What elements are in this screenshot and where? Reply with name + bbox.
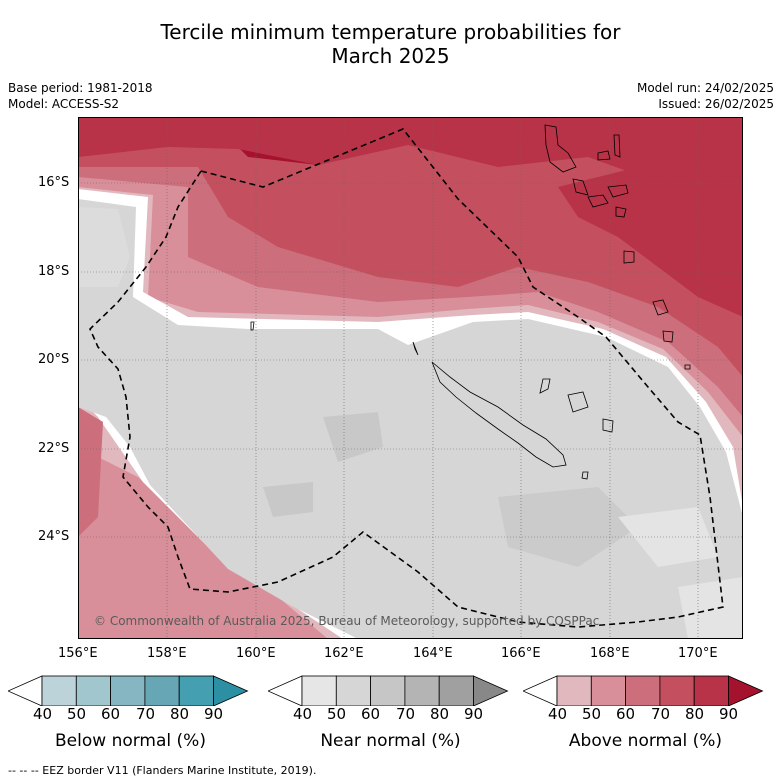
colorbar-below-normal: [8, 675, 249, 706]
lat-tick-20s: 20°S: [38, 352, 70, 367]
above-tick-60: 60: [616, 705, 636, 723]
colorbar-segment: [370, 675, 406, 706]
pentecost-island: [613, 134, 621, 158]
eez-footnote: -- -- -- EEZ border V11 (Flanders Marine…: [8, 764, 317, 777]
below-tick-90: 90: [204, 705, 224, 723]
colorbar-segment: [41, 675, 77, 706]
colorbar-above-normal: [523, 675, 764, 706]
below-tick-70: 70: [136, 705, 156, 723]
lat-tick-16s: 16°S: [38, 175, 70, 190]
ouvea-island: [539, 378, 551, 394]
near-tick-80: 80: [430, 705, 450, 723]
colorbar-extend-high: [473, 675, 509, 706]
espiritu-santo-island: [544, 124, 577, 173]
above-tick-70: 70: [651, 705, 671, 723]
near-normal-60-patch: [323, 412, 383, 462]
lon-tick-156e: 156°E: [58, 646, 98, 661]
erromango-island: [652, 299, 669, 316]
colorbar-segment: [110, 675, 146, 706]
isle-of-pines: [581, 471, 589, 480]
model-run-label: Model run: 24/02/2025: [636, 81, 774, 95]
near-tick-90: 90: [464, 705, 484, 723]
colorbar-extend-low: [268, 675, 303, 706]
lon-tick-168e: 168°E: [590, 646, 630, 661]
colorbar-segment: [438, 675, 474, 706]
efate-island: [623, 250, 635, 264]
lat-tick-24s: 24°S: [38, 529, 70, 544]
colorbar-extend-high: [213, 675, 249, 706]
lifou-island: [567, 391, 589, 413]
lat-tick-18s: 18°S: [38, 264, 70, 279]
near-normal-label: Near normal (%): [320, 731, 461, 751]
near-normal-40-patch-2: [618, 507, 718, 567]
maewo-island: [597, 150, 611, 161]
malakula-island: [572, 178, 589, 196]
above-normal-60-west-strip: [78, 407, 103, 537]
colorbar-extend-high: [728, 675, 764, 706]
below-tick-50: 50: [67, 705, 87, 723]
probability-map: [78, 117, 743, 639]
model-label: Model: ACCESS-S2: [8, 97, 120, 111]
lon-tick-162e: 162°E: [324, 646, 364, 661]
lon-tick-158e: 158°E: [147, 646, 187, 661]
below-tick-40: 40: [33, 705, 53, 723]
base-period-label: Base period: 1981-2018: [8, 81, 153, 95]
lon-tick-164e: 164°E: [413, 646, 453, 661]
above-tick-80: 80: [685, 705, 705, 723]
issued-label: Issued: 26/02/2025: [658, 97, 774, 111]
new-caledonia-island: [431, 361, 567, 468]
near-normal-60-patch-2: [263, 482, 313, 517]
colorbar-segment: [590, 675, 627, 706]
above-tick-50: 50: [582, 705, 602, 723]
epi-island: [607, 184, 629, 198]
near-tick-50: 50: [327, 705, 347, 723]
colorbar-segment: [659, 675, 695, 706]
above-normal-80-region-east: [558, 167, 743, 317]
colorbar-extend-low: [8, 675, 43, 706]
colorbar-segment: [178, 675, 214, 706]
near-normal-60-patch-3: [498, 487, 638, 567]
map-title-line1: Tercile minimum temperature probabilitie…: [160, 20, 621, 44]
near-tick-60: 60: [361, 705, 381, 723]
colorbar-segment: [693, 675, 729, 706]
eez-border: [89, 128, 724, 628]
near-tick-40: 40: [293, 705, 313, 723]
colorbar-segment: [144, 675, 180, 706]
above-normal-80-region: [78, 117, 743, 177]
above-tick-40: 40: [548, 705, 568, 723]
map-title-line2: March 2025: [331, 44, 450, 68]
near-normal-40-patch: [78, 207, 130, 287]
near-tick-70: 70: [396, 705, 416, 723]
map-frame: [78, 117, 743, 639]
tanna-island: [662, 330, 674, 343]
colorbar-segment: [625, 675, 661, 706]
chesterfield-islet: [250, 321, 255, 331]
colorbar-extend-low: [523, 675, 558, 706]
ambrym-island: [587, 194, 609, 208]
below-normal-label: Below normal (%): [55, 731, 206, 751]
colorbar-segment: [75, 675, 112, 706]
above-normal-label: Above normal (%): [568, 731, 723, 751]
above-tick-90: 90: [719, 705, 739, 723]
colorbar-segment: [556, 675, 592, 706]
colorbar-segment: [335, 675, 372, 706]
colorbar-segment: [404, 675, 440, 706]
belep-island: [412, 341, 419, 356]
lat-tick-22s: 22°S: [38, 441, 70, 456]
colorbar-near-normal: [268, 675, 509, 706]
below-tick-60: 60: [101, 705, 121, 723]
graticule: [78, 117, 743, 639]
copyright-notice: © Commonwealth of Australia 2025, Bureau…: [94, 614, 600, 628]
near-normal-40-patch-3: [678, 577, 743, 639]
colorbar-segment: [301, 675, 337, 706]
lon-tick-160e: 160°E: [236, 646, 276, 661]
lon-tick-166e: 166°E: [501, 646, 541, 661]
lon-tick-170e: 170°E: [678, 646, 718, 661]
below-tick-80: 80: [170, 705, 190, 723]
small-island: [615, 206, 627, 218]
mare-island: [602, 418, 614, 433]
aneityum-island: [684, 364, 691, 370]
